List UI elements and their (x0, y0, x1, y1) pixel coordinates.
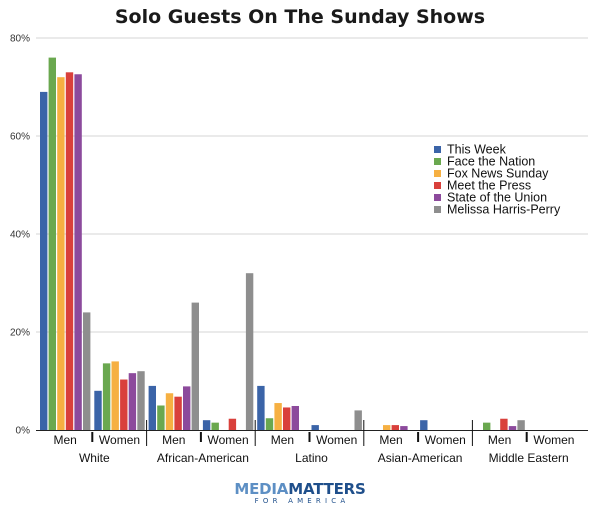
category-label: Men (488, 433, 511, 447)
bar (165, 393, 174, 430)
group-label: White (79, 451, 110, 465)
bar (94, 390, 102, 430)
legend-label: State of the Union (447, 191, 547, 205)
bar (257, 385, 265, 430)
legend-label: Face the Nation (447, 155, 535, 169)
group-label: Latino (295, 451, 328, 465)
bar (245, 273, 254, 430)
bar (74, 74, 82, 430)
bar (354, 410, 362, 430)
group-label: African-American (157, 451, 249, 465)
bar (137, 371, 145, 430)
bar (228, 418, 237, 430)
legend-swatch (434, 158, 441, 165)
legend-swatch (434, 194, 441, 201)
category-label: Men (271, 433, 294, 447)
y-tick-label: 20% (10, 328, 30, 339)
category-label: Men (162, 433, 185, 447)
bar (48, 57, 56, 430)
legend-swatch (434, 182, 441, 189)
bar (291, 405, 299, 430)
legend-label: Fox News Sunday (447, 167, 549, 181)
media-matters-logo: MEDIAMATTERS FOR AMERICA (0, 481, 600, 506)
bar (128, 373, 137, 430)
bar (311, 425, 319, 430)
bar (148, 385, 156, 430)
bar (111, 361, 119, 430)
bar (83, 312, 91, 430)
category-label: Women (316, 433, 357, 447)
bars (40, 57, 525, 431)
bar (483, 422, 491, 430)
y-tick-label: 40% (10, 230, 30, 241)
legend-swatch (434, 206, 441, 213)
category-label: Women (208, 433, 249, 447)
category-label: Men (379, 433, 402, 447)
bar (283, 407, 291, 430)
legend-label: Meet the Press (447, 179, 531, 193)
y-tick-label: 60% (10, 132, 30, 143)
bar (157, 405, 165, 430)
bar (65, 72, 74, 431)
bar (174, 396, 182, 430)
legend-swatch (434, 170, 441, 177)
bar (40, 91, 48, 431)
logo-tagline: FOR AMERICA (254, 497, 350, 505)
bar (508, 426, 517, 430)
group-label: Asian-American (378, 451, 463, 465)
logo-text-media: MEDIA (234, 480, 289, 498)
bar-chart: 0% 20% 40% 60% 80% Men Women Men Women Men Women Me… (10, 34, 588, 466)
bar (202, 420, 211, 430)
y-tick-label: 0% (16, 426, 31, 437)
category-label: Women (533, 433, 574, 447)
bar (400, 426, 408, 430)
legend-label: Melissa Harris-Perry (447, 203, 561, 217)
bar (383, 425, 391, 430)
legend-label: This Week (447, 143, 507, 157)
logo-text-matters: MATTERS (288, 480, 366, 498)
bar (57, 77, 65, 430)
legend-swatch (434, 146, 441, 153)
bar (191, 302, 199, 430)
group-label: Middle Eastern (489, 451, 569, 465)
bar (211, 422, 219, 430)
axis-labels: 0% 20% 40% 60% 80% Men Women Men Women Men Women Me… (10, 34, 574, 466)
gridlines (36, 37, 588, 333)
bar (420, 420, 428, 430)
y-tick-label: 80% (10, 34, 30, 45)
chart-title: Solo Guests On The Sunday Shows (114, 6, 486, 28)
category-label: Women (425, 433, 466, 447)
bar (183, 386, 191, 430)
category-label: Men (54, 433, 77, 447)
bar (517, 420, 525, 430)
bar (265, 418, 274, 430)
x-axis (36, 420, 588, 446)
bar (274, 403, 282, 430)
bar (500, 418, 508, 430)
bar (120, 379, 128, 430)
category-label: Women (99, 433, 140, 447)
bar (102, 363, 111, 430)
bar (391, 425, 399, 430)
